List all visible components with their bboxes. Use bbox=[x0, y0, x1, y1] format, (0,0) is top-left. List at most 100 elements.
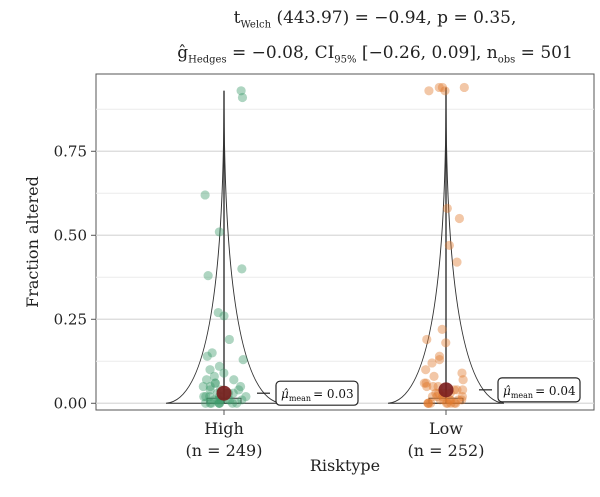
data-point bbox=[206, 398, 217, 408]
data-point bbox=[440, 86, 450, 96]
mean-label-text: μ̂mean = 0.04 bbox=[503, 384, 576, 400]
mean-label: μ̂mean = 0.04 bbox=[497, 377, 581, 403]
data-point bbox=[453, 395, 463, 405]
data-point bbox=[236, 86, 246, 96]
x-category-count: (n = 252) bbox=[408, 441, 485, 460]
data-point bbox=[432, 391, 442, 402]
x-category-label: Low bbox=[429, 419, 463, 438]
stats-annotation: tWelch (443.97) = −0.94, p = 0.35, ĝHedg… bbox=[150, 4, 600, 75]
data-point bbox=[232, 398, 242, 408]
data-point bbox=[449, 398, 460, 408]
t-symbol: t bbox=[233, 8, 241, 28]
data-point bbox=[421, 365, 431, 375]
data-point bbox=[237, 264, 247, 274]
data-point bbox=[443, 398, 453, 408]
data-point bbox=[213, 307, 223, 318]
data-point bbox=[422, 334, 432, 345]
data-point bbox=[214, 361, 225, 371]
t-result: (443.97) = −0.94, p = 0.35, bbox=[271, 8, 517, 28]
y-axis-title: Fraction altered bbox=[23, 176, 42, 308]
data-point bbox=[458, 385, 468, 395]
mean-label-box bbox=[275, 380, 359, 406]
data-point bbox=[419, 378, 430, 388]
data-point bbox=[201, 375, 212, 385]
data-point bbox=[219, 311, 229, 321]
x-category-count: (n = 249) bbox=[186, 441, 263, 460]
data-point bbox=[421, 378, 431, 388]
mean-symbol: μ̂ bbox=[503, 384, 511, 398]
mean-symbol: μ̂ bbox=[281, 387, 289, 401]
y-tick-label: 0.75 bbox=[54, 142, 87, 160]
plot-panel bbox=[95, 73, 595, 411]
data-point bbox=[422, 381, 432, 392]
data-point bbox=[435, 395, 445, 405]
data-point bbox=[437, 82, 448, 93]
data-point bbox=[427, 358, 437, 368]
data-point bbox=[427, 391, 438, 402]
data-point bbox=[426, 398, 436, 408]
g-ci-text: = −0.08, CI bbox=[226, 43, 335, 64]
data-point bbox=[235, 381, 246, 392]
data-point bbox=[224, 334, 234, 345]
y-tick-label: 0.00 bbox=[54, 394, 87, 412]
mean-markers: μ̂mean = 0.03 μ̂mean = 0.04 bbox=[216, 377, 581, 406]
data-point bbox=[229, 375, 239, 385]
data-point bbox=[234, 385, 244, 395]
data-point bbox=[203, 271, 213, 281]
data-point bbox=[457, 368, 467, 378]
data-point bbox=[201, 391, 211, 402]
n-obs-text: = 501 bbox=[515, 43, 573, 64]
grid-lines bbox=[96, 108, 594, 404]
data-point bbox=[241, 391, 251, 402]
data-point bbox=[205, 381, 215, 392]
data-point bbox=[205, 365, 215, 375]
data-point bbox=[444, 240, 454, 250]
data-point bbox=[237, 395, 247, 405]
g-subscript: Hedges bbox=[188, 54, 227, 66]
mean-point bbox=[438, 382, 454, 398]
t-subscript: Welch bbox=[240, 19, 272, 31]
data-point bbox=[202, 351, 212, 361]
data-point bbox=[434, 355, 445, 365]
mean-subscript: mean bbox=[511, 391, 533, 400]
mean-value: = 0.04 bbox=[535, 384, 576, 398]
x-axis-title: Risktype bbox=[310, 456, 380, 475]
data-point bbox=[210, 378, 220, 388]
box bbox=[428, 397, 464, 404]
data-point bbox=[198, 381, 208, 392]
stats-line-1: tWelch (443.97) = −0.94, p = 0.35, bbox=[150, 4, 600, 39]
data-point bbox=[445, 395, 455, 405]
data-point bbox=[214, 398, 224, 408]
data-point bbox=[441, 398, 452, 408]
data-point bbox=[457, 395, 467, 405]
mean-value: = 0.03 bbox=[313, 387, 354, 401]
mean-point bbox=[216, 385, 232, 401]
data-point bbox=[434, 351, 445, 361]
data-point bbox=[219, 368, 229, 378]
ci-range-text: [−0.26, 0.09], n bbox=[356, 43, 498, 64]
data-point bbox=[238, 355, 248, 365]
data-point bbox=[205, 398, 215, 408]
y-axis: 0.00 0.25 0.50 0.75 bbox=[54, 142, 96, 412]
data-point bbox=[205, 391, 215, 402]
data-point bbox=[446, 398, 456, 408]
data-point bbox=[428, 381, 438, 392]
data-point bbox=[434, 82, 444, 93]
x-category-label: High bbox=[204, 419, 244, 438]
data-point bbox=[459, 82, 469, 93]
data-point bbox=[205, 385, 215, 395]
data-point bbox=[210, 378, 220, 388]
data-point bbox=[215, 398, 225, 408]
data-point bbox=[424, 86, 434, 96]
data-point bbox=[237, 92, 248, 103]
data-point bbox=[429, 371, 439, 381]
data-point bbox=[423, 398, 433, 408]
data-point bbox=[423, 398, 433, 408]
data-point bbox=[437, 324, 447, 334]
g-symbol: ĝ bbox=[177, 43, 189, 64]
data-point bbox=[452, 257, 462, 267]
mean-subscript: mean bbox=[289, 394, 311, 403]
data-point bbox=[214, 227, 224, 237]
y-tick-label: 0.25 bbox=[54, 310, 87, 328]
